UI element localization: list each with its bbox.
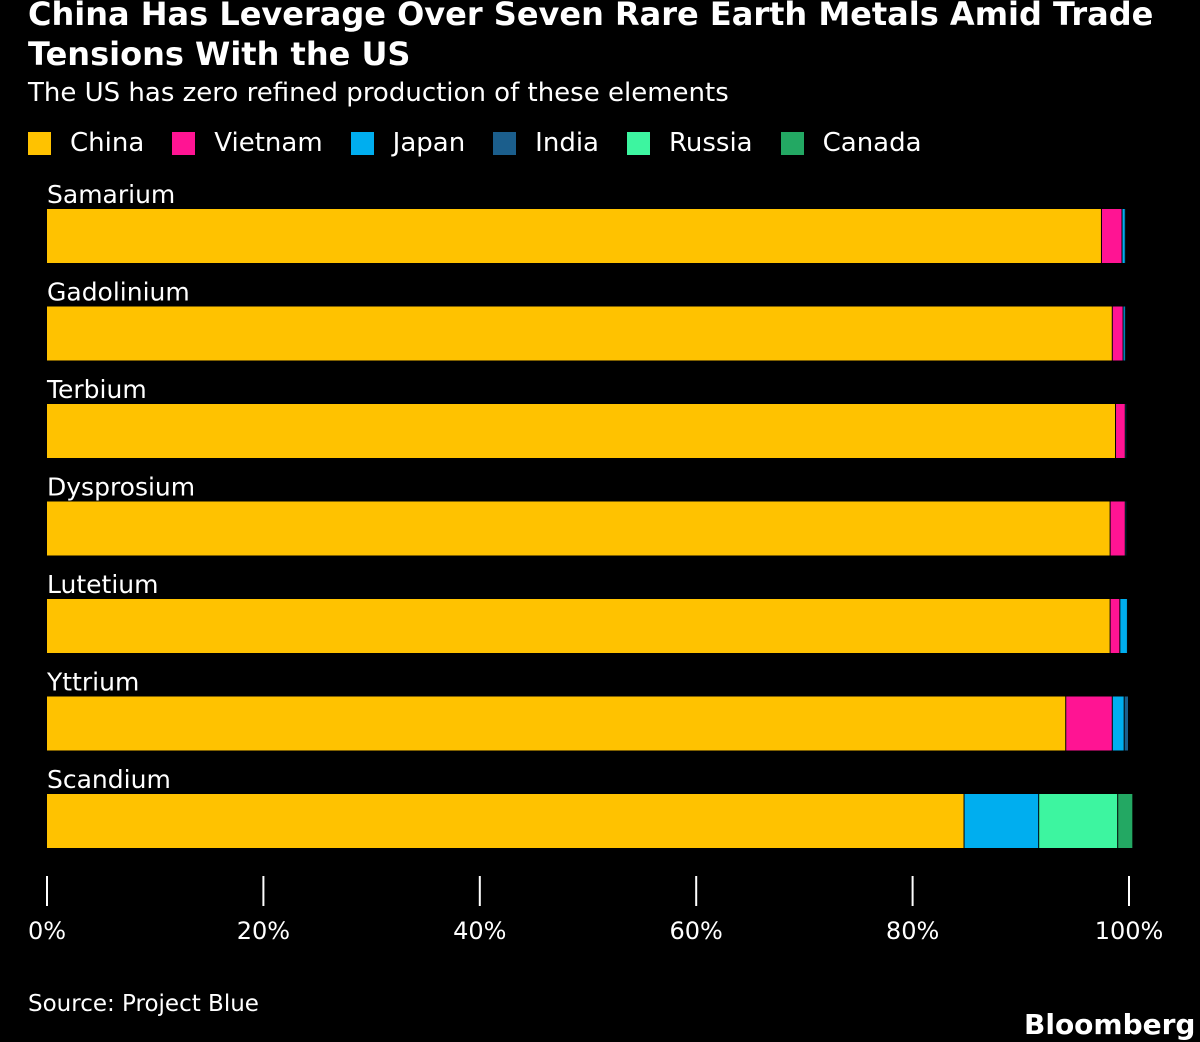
category-label-lutetium: Lutetium (47, 570, 158, 599)
category-label-terbium: Terbium (46, 375, 147, 404)
x-tick-label-80: 80% (886, 917, 939, 945)
bar-segment-dysprosium-china (47, 501, 1111, 556)
legend-swatch-russia (626, 131, 650, 155)
bar-segment-scandium-japan (964, 794, 1040, 848)
source-note: Source: Project Blue (28, 991, 259, 1017)
legend-item-china: China (28, 126, 144, 160)
legend-swatch-india (493, 131, 517, 155)
legend-swatch-canada (780, 131, 804, 155)
bar-segment-samarium-china (47, 209, 1102, 263)
bar-segment-yttrium-japan (1112, 696, 1125, 751)
bar-segment-gadolinium-vietnam (1112, 306, 1124, 361)
x-tick-label-0: 0% (28, 917, 66, 945)
legend-label-russia: Russia (668, 128, 753, 158)
category-label-dysprosium: Dysprosium (47, 473, 195, 502)
category-label-scandium: Scandium (47, 765, 171, 794)
x-tick-label-20: 20% (237, 917, 290, 945)
bar-segment-lutetium-japan (1120, 599, 1128, 653)
legend-swatch-vietnam (172, 131, 196, 155)
legend-swatch-china (28, 131, 51, 155)
bar-segment-lutetium-china (47, 599, 1111, 653)
x-tick-label-100: 100% (1095, 917, 1164, 945)
legend-label-china: China (70, 128, 145, 158)
bar-segment-scandium-china (47, 794, 965, 848)
legend-item-vietnam: Vietnam (172, 126, 323, 160)
legend-swatch-japan (350, 131, 374, 155)
category-label-yttrium: Yttrium (46, 668, 139, 697)
bar-segment-yttrium-india (1124, 696, 1129, 751)
bar-segment-yttrium-china (47, 696, 1067, 751)
legend-label-canada: Canada (822, 128, 922, 158)
stacked-bar-chart: Samarium Gadolinium Terbium Dysprosium Lutet… (28, 180, 1164, 945)
chart-subtitle: The US has zero refined production of th… (28, 78, 729, 108)
bar-segment-terbium-china (47, 404, 1117, 458)
legend-item-russia: Russia (626, 126, 753, 160)
bar-segment-gadolinium-japan (1123, 306, 1126, 361)
legend-item-canada: Canada (780, 126, 922, 160)
bloomberg-logo: Bloomberg (1024, 1008, 1196, 1041)
legend-label-india: India (535, 128, 599, 158)
bar-segment-samarium-japan (1122, 209, 1126, 263)
category-label-samarium: Samarium (47, 180, 175, 209)
chart-legend: China Vietnam Japan India Russia Canada (28, 126, 950, 160)
bar-segment-dysprosium-vietnam (1110, 501, 1126, 556)
x-tick-label-40: 40% (453, 917, 506, 945)
bar-segment-gadolinium-china (47, 306, 1113, 361)
category-label-gadolinium: Gadolinium (47, 278, 190, 307)
legend-item-japan: Japan (350, 126, 466, 160)
bar-segment-scandium-canada (1118, 794, 1134, 848)
bar-segment-yttrium-vietnam (1066, 696, 1113, 751)
x-tick-label-60: 60% (670, 917, 723, 945)
legend-item-india: India (493, 126, 599, 160)
bar-segment-terbium-vietnam (1116, 404, 1126, 458)
bar-segment-samarium-vietnam (1101, 209, 1123, 263)
bar-segment-scandium-russia (1039, 794, 1119, 848)
legend-label-vietnam: Vietnam (214, 128, 323, 158)
chart-title: China Has Leverage Over Seven Rare Earth… (28, 0, 1154, 73)
legend-label-japan: Japan (392, 128, 466, 158)
bar-segment-lutetium-vietnam (1110, 599, 1121, 653)
